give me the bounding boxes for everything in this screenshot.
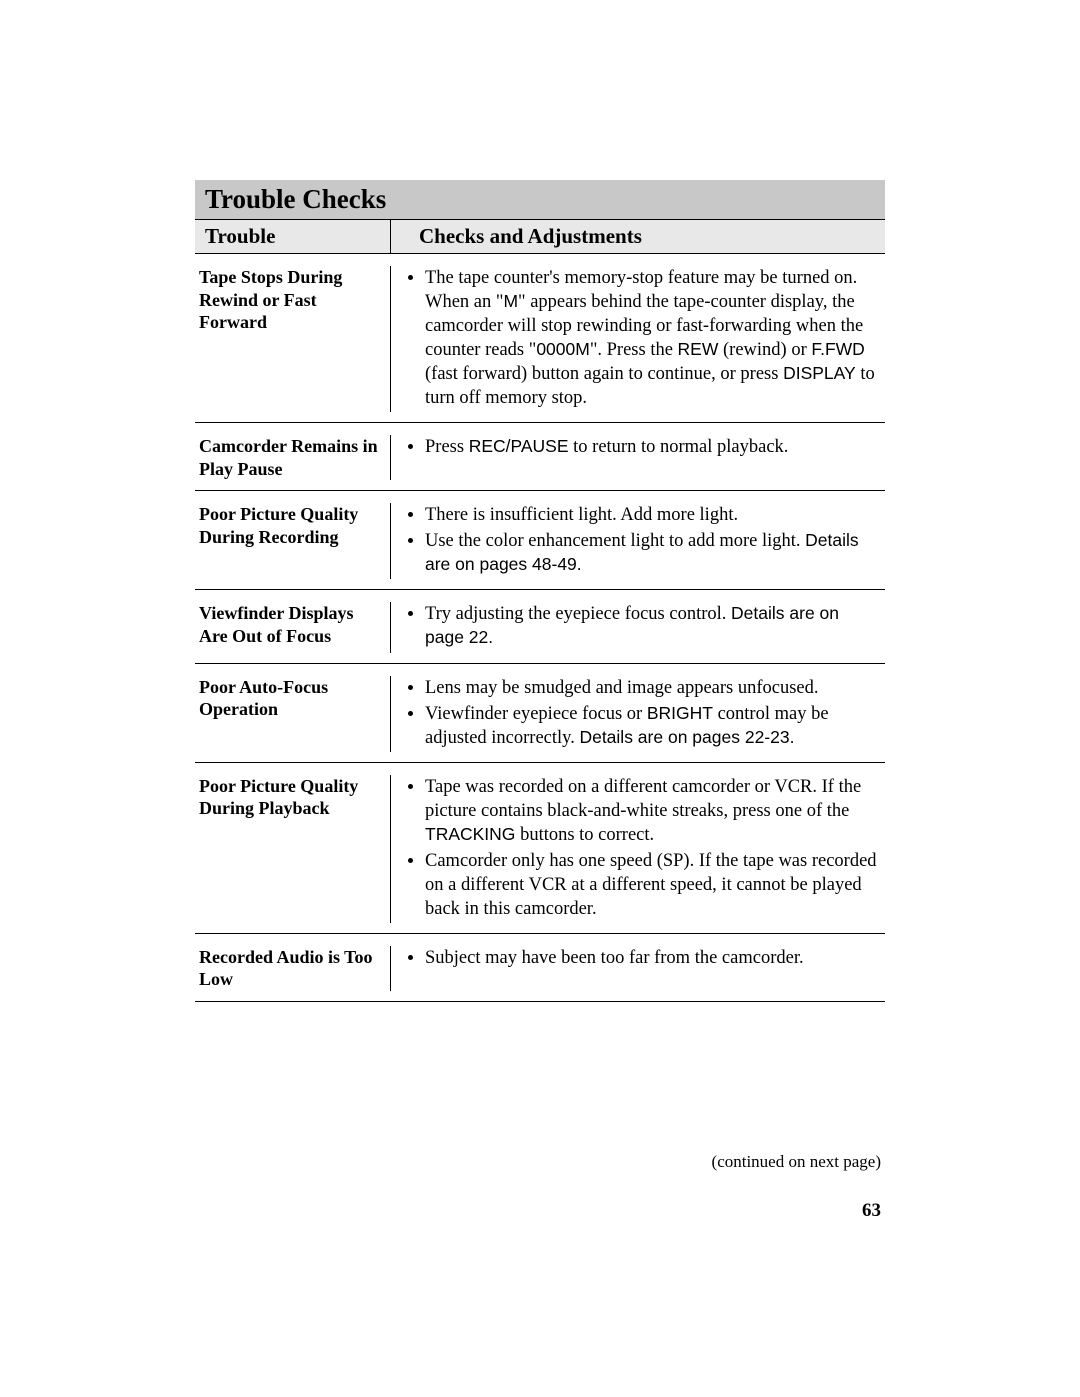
check-item: Subject may have been too far from the c… bbox=[425, 946, 879, 970]
table-row: Poor Auto-Focus Operation Lens may be smu… bbox=[195, 664, 885, 763]
table-row: Recorded Audio is Too Low Subject may hav… bbox=[195, 934, 885, 1002]
page-number: 63 bbox=[195, 1200, 885, 1222]
check-item: There is insufficient light. Add more li… bbox=[425, 503, 879, 527]
trouble-table: Tape Stops During Rewind or Fast Forward… bbox=[195, 254, 885, 1002]
trouble-label: Poor Picture Quality During Playback bbox=[195, 775, 390, 923]
checks-cell: Try adjusting the eyepiece focus control… bbox=[390, 602, 885, 652]
check-item: Viewfinder eyepiece focus or BRIGHT cont… bbox=[425, 702, 879, 750]
column-header-trouble: Trouble bbox=[195, 220, 390, 253]
check-item: Press REC/PAUSE to return to normal play… bbox=[425, 435, 879, 459]
section-title: Trouble Checks bbox=[195, 180, 885, 219]
page-container: Trouble Checks Trouble Checks and Adjust… bbox=[0, 0, 1080, 1222]
column-headers: Trouble Checks and Adjustments bbox=[195, 219, 885, 254]
table-row: Viewfinder Displays Are Out of Focus Try … bbox=[195, 590, 885, 663]
trouble-label: Poor Picture Quality During Recording bbox=[195, 503, 390, 579]
check-item: Try adjusting the eyepiece focus control… bbox=[425, 602, 879, 650]
trouble-label: Viewfinder Displays Are Out of Focus bbox=[195, 602, 390, 652]
table-row: Poor Picture Quality During Playback Tape… bbox=[195, 763, 885, 934]
check-item: Camcorder only has one speed (SP). If th… bbox=[425, 849, 879, 921]
trouble-label: Recorded Audio is Too Low bbox=[195, 946, 390, 991]
table-row: Tape Stops During Rewind or Fast Forward… bbox=[195, 254, 885, 423]
continued-note: (continued on next page) bbox=[195, 1152, 885, 1172]
checks-cell: Press REC/PAUSE to return to normal play… bbox=[390, 435, 885, 480]
trouble-label: Tape Stops During Rewind or Fast Forward bbox=[195, 266, 390, 412]
check-item: Tape was recorded on a different camcord… bbox=[425, 775, 879, 847]
checks-cell: Lens may be smudged and image appears un… bbox=[390, 676, 885, 752]
trouble-label: Poor Auto-Focus Operation bbox=[195, 676, 390, 752]
check-item: The tape counter's memory-stop feature m… bbox=[425, 266, 879, 410]
checks-cell: Subject may have been too far from the c… bbox=[390, 946, 885, 991]
checks-cell: Tape was recorded on a different camcord… bbox=[390, 775, 885, 923]
check-item: Lens may be smudged and image appears un… bbox=[425, 676, 879, 700]
check-item: Use the color enhancement light to add m… bbox=[425, 529, 879, 577]
table-row: Camcorder Remains in Play Pause Press REC… bbox=[195, 423, 885, 491]
checks-cell: There is insufficient light. Add more li… bbox=[390, 503, 885, 579]
column-header-checks: Checks and Adjustments bbox=[390, 220, 885, 253]
trouble-label: Camcorder Remains in Play Pause bbox=[195, 435, 390, 480]
table-row: Poor Picture Quality During Recording The… bbox=[195, 491, 885, 590]
checks-cell: The tape counter's memory-stop feature m… bbox=[390, 266, 885, 412]
